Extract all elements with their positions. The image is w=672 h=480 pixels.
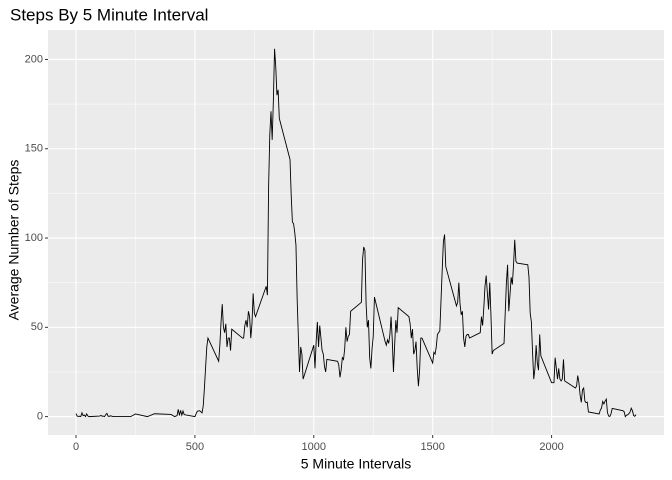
y-tick-label: 100	[25, 232, 43, 244]
x-tick-label: 2000	[539, 441, 563, 453]
x-tick-label: 1000	[302, 441, 326, 453]
y-tick-label: 150	[25, 143, 43, 155]
x-tick-label: 500	[186, 441, 204, 453]
y-tick-label: 0	[37, 411, 43, 423]
y-tick-label: 50	[31, 321, 43, 333]
x-tick-label: 1500	[420, 441, 444, 453]
chart-title: Steps By 5 Minute Interval	[10, 5, 208, 24]
data-line	[75, 48, 637, 418]
y-axis-title: Average Number of Steps	[6, 160, 22, 321]
plot-panel	[48, 30, 664, 435]
x-axis-title: 5 Minute Intervals	[301, 456, 412, 472]
x-tick-label: 0	[73, 441, 79, 453]
y-tick-label: 200	[25, 53, 43, 65]
